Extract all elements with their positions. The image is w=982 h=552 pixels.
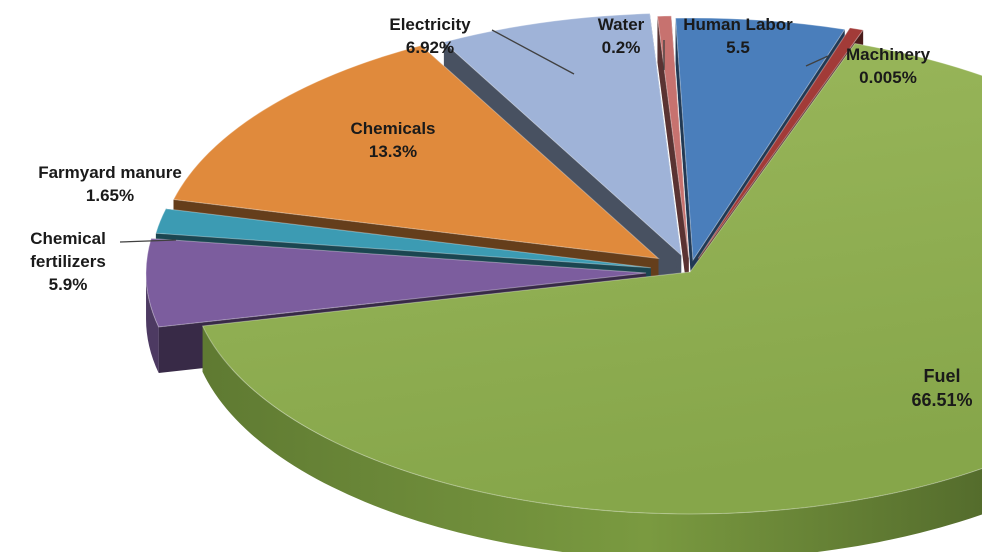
slice-top-machinery [697,27,865,259]
leader-line-electricity [491,29,575,75]
slice-top-fuel [201,42,982,515]
data-label-water: Water 0.2% [598,15,665,70]
data-label-electricity: Electricity 6.92% [389,15,575,75]
slice-value-farmyard-manure: 1.65% [86,186,134,205]
slice-fuel [201,42,982,552]
slice-value-human-labor: 5.5 [726,38,750,57]
slice-value-chemical-fertilizers: 5.9% [49,275,88,294]
slice-top-water [656,15,690,258]
data-label-human-labor: Human Labor 5.5 [683,15,793,57]
slice-top-farmyard-manure [155,208,651,269]
data-label-fuel: Fuel 66.51% [911,366,972,410]
data-label-machinery: Machinery 0.005% [805,45,931,87]
slices-layer [145,13,982,552]
leader-line-machinery [805,55,829,67]
slice-top-chemicals [172,44,660,260]
slice-name-farmyard-manure: Farmyard manure [38,163,182,182]
slice-name-chemical-fertilizers: fertilizers [30,252,106,271]
data-label-chemicals: Chemicals 13.3% [350,119,435,161]
data-label-chemical-fertilizers: Chemical fertilizers 5.9% [30,229,177,294]
slice-name-electricity: Electricity [389,15,471,34]
slice-top-electricity [442,13,682,257]
slice-name-chemicals: Chemicals [350,119,435,138]
slice-name-water: Water [598,15,645,34]
slice-rim-chemical-fertilizers-0 [146,272,159,374]
slice-value-fuel: 66.51% [911,390,972,410]
leader-line-chemical-fertilizers [119,239,177,243]
slice-rim-fuel-0 [202,326,982,552]
slice-value-water: 0.2% [602,38,641,57]
slice-value-chemicals: 13.3% [369,142,417,161]
slice-water [656,15,690,304]
slice-name-chemical-fertilizers: Chemical [30,229,106,248]
slice-value-electricity: 6.92% [406,38,454,57]
slice-value-machinery: 0.005% [859,68,917,87]
slice-name-machinery: Machinery [846,45,931,64]
labels-layer: Human Labor 5.5 Machinery 0.005% Fuel 66.51% C… [30,15,972,410]
slice-name-human-labor: Human Labor [683,15,793,34]
slice-wall-human-labor-0 [675,18,693,307]
slice-top-human-labor [675,17,846,262]
slice-wall-water-0 [657,16,689,304]
slice-name-fuel: Fuel [923,366,960,386]
data-label-farmyard-manure: Farmyard manure 1.65% [38,163,182,205]
